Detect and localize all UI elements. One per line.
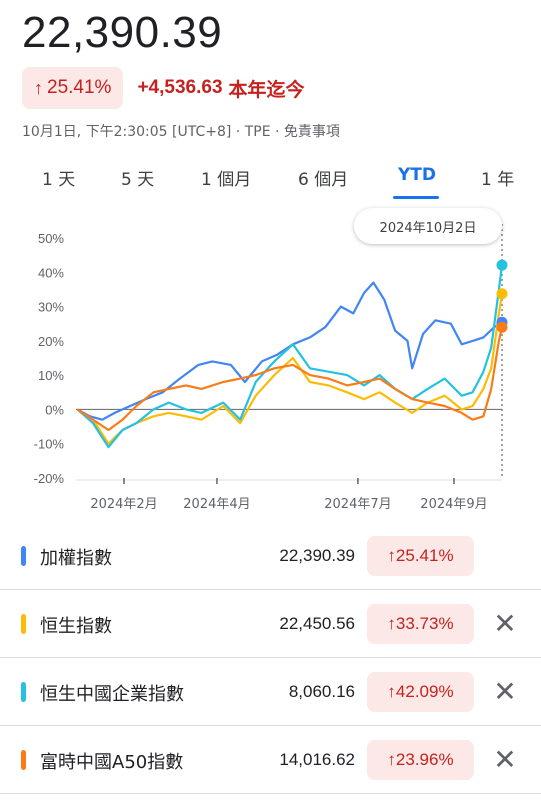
series-color-swatch xyxy=(21,750,26,770)
series-change: 25.41% xyxy=(395,546,454,565)
series-value: 8,060.16 xyxy=(288,682,355,701)
list-item[interactable]: 富時中國A50指數 14,016.62 ↑ 23.96% ✕ xyxy=(0,726,541,794)
close-icon[interactable]: ✕ xyxy=(493,675,517,708)
comparison-list: 加權指數 22,390.39 ↑ 25.41% 恒生指數 22,450.56 ↑ 3… xyxy=(0,522,541,794)
series-color-swatch xyxy=(21,546,26,566)
x-tick-label: 2024年7月 xyxy=(324,497,391,512)
series-end-point xyxy=(496,321,508,333)
arrow-up-icon: ↑ xyxy=(34,77,43,98)
series-change-badge: ↑ 42.09% xyxy=(367,672,474,712)
series-end-point xyxy=(496,259,508,271)
series-line xyxy=(76,327,504,432)
series-change: 42.09% xyxy=(395,682,454,701)
y-tick-label: 50% xyxy=(38,231,64,246)
tab-5d[interactable]: 5 天 xyxy=(121,170,155,190)
series-change-badge: ↑ 33.73% xyxy=(367,604,474,644)
change-period: 本年迄今 xyxy=(228,78,305,101)
tab-1d[interactable]: 1 天 xyxy=(42,170,76,190)
series-name: 恒生指數 xyxy=(40,616,112,637)
series-color-swatch xyxy=(21,614,26,634)
series-end-point xyxy=(496,288,508,300)
series-line xyxy=(76,293,504,445)
quote-meta: 10月1日, 下午2:30:05 [UTC+8] · TPE · 免責事項 xyxy=(22,124,340,140)
series-change: 23.96% xyxy=(395,750,454,769)
y-tick-label: 20% xyxy=(38,334,64,349)
series-color-swatch xyxy=(21,682,26,702)
series-name: 加權指數 xyxy=(40,548,112,569)
y-tick-label: 40% xyxy=(38,265,64,280)
tab-1m[interactable]: 1 個月 xyxy=(201,170,252,190)
date-tooltip: 2024年10月2日 xyxy=(354,208,502,244)
x-tick-label: 2024年4月 xyxy=(183,497,250,512)
list-item[interactable]: 加權指數 22,390.39 ↑ 25.41% xyxy=(0,522,541,590)
range-tabs: 1 天 5 天 1 個月 6 個月 YTD 1 年 xyxy=(0,165,541,201)
arrow-up-icon: ↑ xyxy=(387,614,396,633)
change-percent: 25.41% xyxy=(47,77,112,98)
tab-ytd[interactable]: YTD xyxy=(398,165,437,185)
arrow-up-icon: ↑ xyxy=(387,546,396,565)
arrow-up-icon: ↑ xyxy=(387,750,396,769)
x-tick-label: 2024年9月 xyxy=(420,497,487,512)
series-value: 14,016.62 xyxy=(279,750,355,769)
series-value: 22,450.56 xyxy=(279,614,355,633)
y-tick-label: -10% xyxy=(34,437,65,452)
x-tick-label: 2024年2月 xyxy=(90,497,157,512)
list-item[interactable]: 恒生指數 22,450.56 ↑ 33.73% ✕ xyxy=(0,590,541,658)
index-price: 22,390.39 xyxy=(22,8,223,57)
list-item[interactable]: 恒生中國企業指數 8,060.16 ↑ 42.09% ✕ xyxy=(0,658,541,726)
y-tick-label: 10% xyxy=(38,368,64,383)
series-line xyxy=(76,264,504,449)
active-tab-indicator xyxy=(393,196,439,199)
series-value: 22,390.39 xyxy=(279,546,355,565)
y-tick-label: 30% xyxy=(38,300,64,315)
y-tick-label: -20% xyxy=(34,471,65,486)
series-line xyxy=(76,281,503,421)
series-change: 33.73% xyxy=(395,614,454,633)
arrow-up-icon: ↑ xyxy=(387,682,396,701)
close-icon[interactable]: ✕ xyxy=(493,607,517,640)
close-icon[interactable]: ✕ xyxy=(493,743,517,776)
tab-6m[interactable]: 6 個月 xyxy=(298,170,349,190)
change-percent-badge: ↑ 25.41% xyxy=(22,67,124,109)
series-name: 恒生中國企業指數 xyxy=(40,684,184,705)
y-tick-label: 0% xyxy=(45,402,64,417)
change-row: ↑ 25.41% +4,536.63 本年迄今 xyxy=(22,67,305,109)
tab-1y[interactable]: 1 年 xyxy=(481,170,515,190)
comparison-line-chart[interactable]: 50% 40% 30% 20% 10% 0% -10% -20% 2024年2月 2024年4月 2… xyxy=(0,220,541,520)
change-absolute: +4,536.63 xyxy=(137,77,223,98)
series-change-badge: ↑ 25.41% xyxy=(367,536,474,576)
series-name: 富時中國A50指數 xyxy=(40,752,184,773)
series-change-badge: ↑ 23.96% xyxy=(367,740,474,780)
